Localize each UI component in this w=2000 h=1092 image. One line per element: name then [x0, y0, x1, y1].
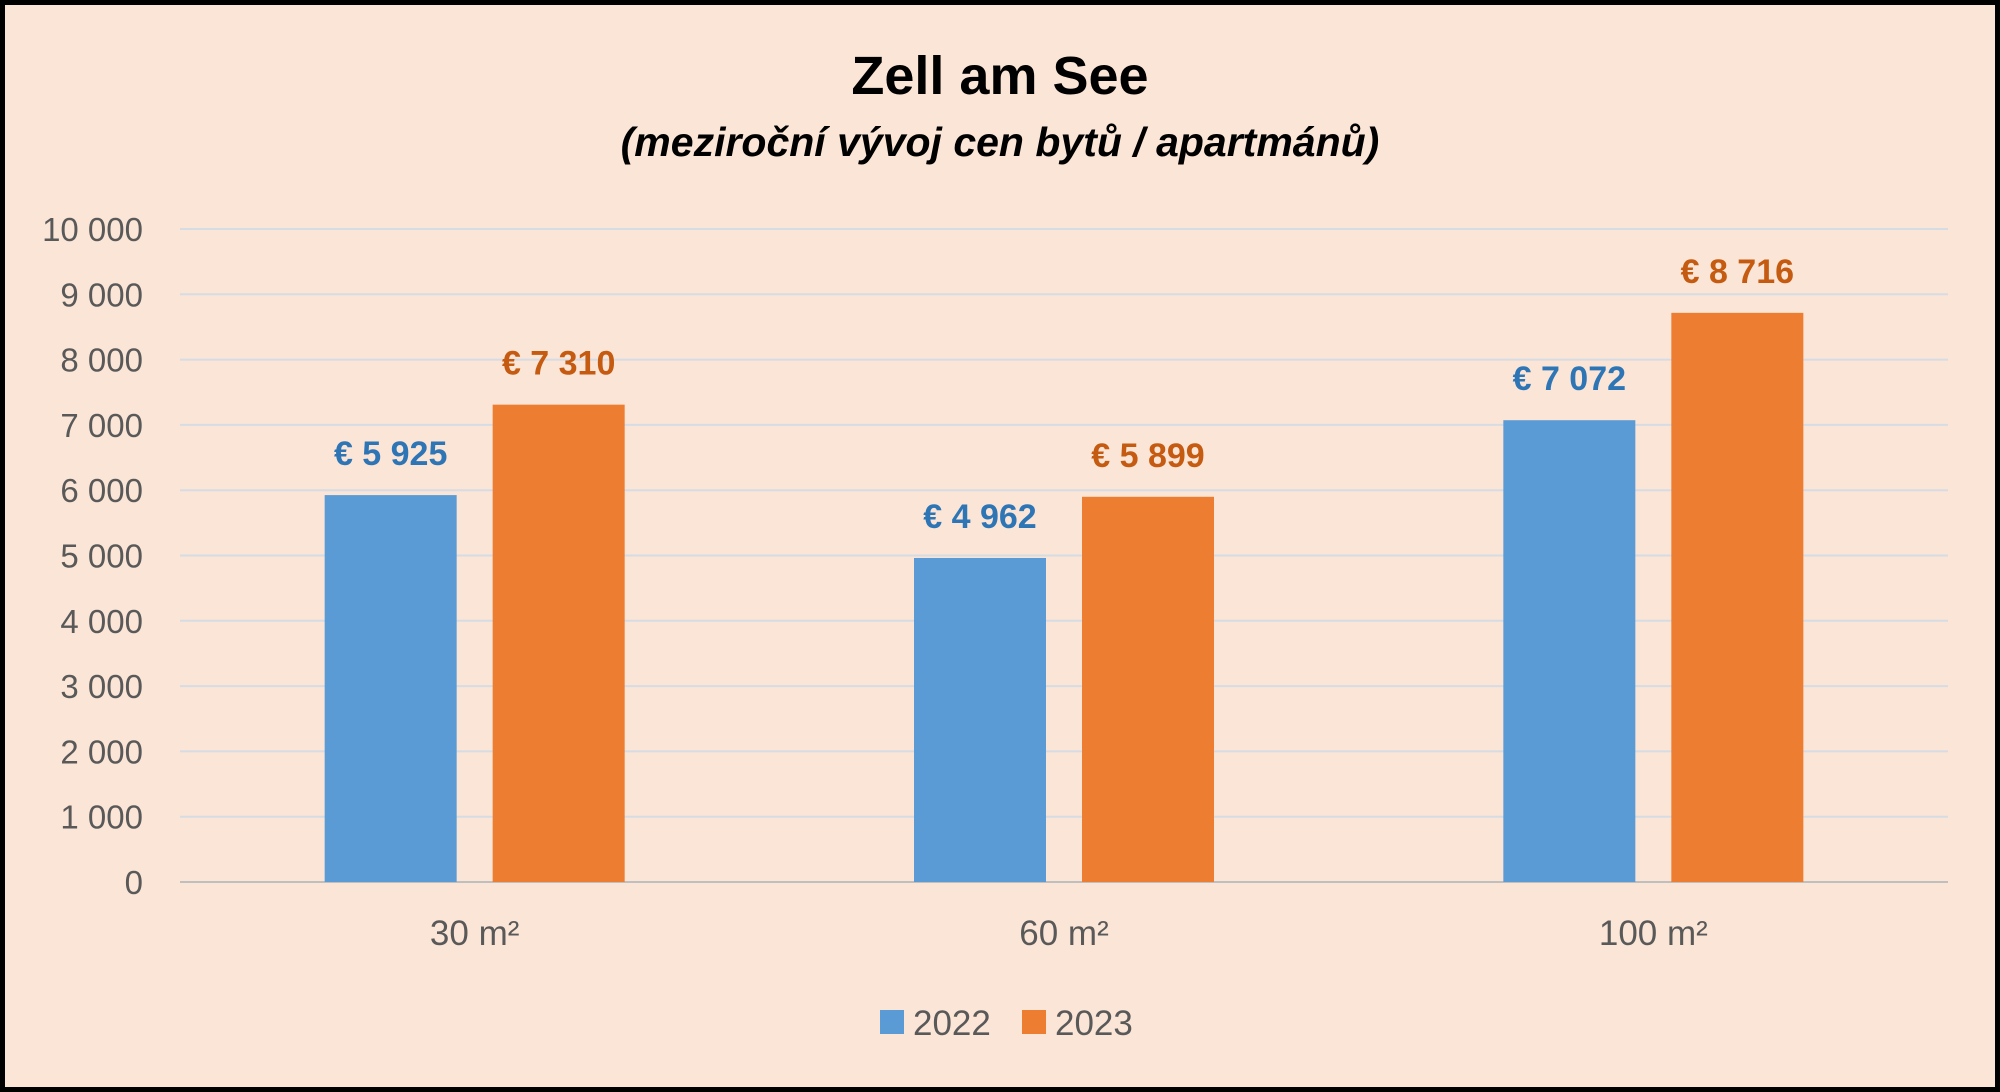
bar-2023-0: [492, 404, 625, 882]
data-label-2022-1: € 4 962: [923, 498, 1036, 536]
bar-2023-1: [1082, 496, 1214, 882]
y-tick-label: 2 000: [60, 733, 143, 770]
category-label: 30 m²: [430, 914, 519, 953]
legend-label-2023: 2023: [1055, 1004, 1133, 1043]
bars: [324, 312, 1804, 882]
y-axis-ticks: 0 1 000 2 000 3 000 4 000 5 000 6 000 7 000 8 00…: [42, 211, 143, 901]
category-label: 60 m²: [1019, 914, 1108, 953]
bar-2022-1: [914, 557, 1046, 882]
y-tick-label: 4 000: [60, 603, 143, 640]
legend-swatch-2022: [880, 1010, 904, 1034]
chart-subtitle: (meziroční vývoj cen bytů / apartmánů): [620, 119, 1380, 165]
y-tick-label: 3 000: [60, 668, 143, 705]
y-tick-label: 5 000: [60, 538, 143, 575]
x-axis-categories: 30 m² 60 m² 100 m²: [430, 914, 1708, 953]
data-label-2023-1: € 5 899: [1091, 437, 1204, 475]
y-tick-label: 8 000: [60, 342, 143, 379]
legend: 2022 2023: [880, 1004, 1133, 1043]
y-tick-label: 6 000: [60, 472, 143, 509]
legend-swatch-2023: [1022, 1010, 1046, 1034]
y-tick-label: 7 000: [60, 407, 143, 444]
data-label-2022-0: € 5 925: [334, 435, 447, 473]
y-tick-label: 1 000: [60, 799, 143, 836]
data-label-2023-0: € 7 310: [502, 345, 615, 383]
y-tick-label: 9 000: [60, 276, 143, 313]
gridlines: [180, 228, 1948, 883]
category-label: 100 m²: [1599, 914, 1708, 953]
bar-2022-2: [1503, 420, 1636, 882]
chart-title: Zell am See: [851, 46, 1149, 106]
data-label-2023-2: € 8 716: [1681, 253, 1794, 291]
bar-2022-0: [324, 495, 457, 882]
y-tick-label: 0: [125, 864, 143, 901]
data-label-2022-2: € 7 072: [1513, 360, 1626, 398]
legend-label-2022: 2022: [913, 1004, 991, 1043]
data-labels: € 5 925 € 7 310 € 4 962 € 5 899 € 7 072 € 8 7…: [334, 253, 1794, 536]
bar-2023-2: [1671, 312, 1804, 882]
y-tick-label: 10 000: [42, 211, 143, 248]
